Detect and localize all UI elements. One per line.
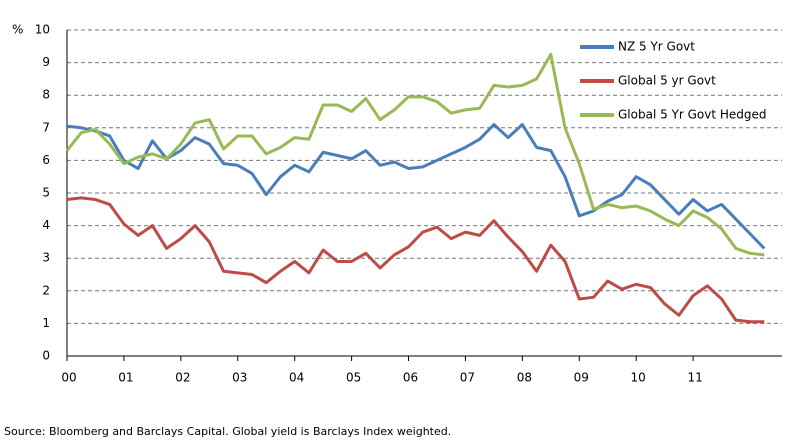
y-tick-label: 6: [42, 153, 50, 167]
legend-label: NZ 5 Yr Govt: [618, 40, 695, 54]
y-tick-label: 1: [42, 316, 50, 330]
x-tick-label: 04: [289, 371, 304, 385]
series-line: [66, 123, 766, 250]
y-tick-label: 3: [42, 251, 50, 265]
x-tick-label: 02: [175, 371, 190, 385]
y-tick-label: 7: [42, 120, 50, 134]
x-tick-label: 08: [517, 371, 532, 385]
y-tick-label: 9: [42, 55, 50, 69]
x-tick-label: 11: [687, 371, 702, 385]
x-tick-label: 09: [574, 371, 589, 385]
y-tick-label: 8: [42, 88, 50, 102]
x-tick-label: 05: [346, 371, 361, 385]
x-tick-label: 07: [460, 371, 475, 385]
x-tick-label: 00: [61, 371, 76, 385]
source-note: Source: Bloomberg and Barclays Capital. …: [4, 425, 451, 438]
series-line: [66, 196, 765, 324]
legend-label: Global 5 yr Govt: [618, 74, 716, 88]
x-tick-label: 10: [631, 371, 646, 385]
x-tick-label: 06: [403, 371, 418, 385]
legend-label: Global 5 Yr Govt Hedged: [618, 108, 767, 122]
y-tick-label: 0: [42, 349, 50, 363]
x-tick-label: 01: [118, 371, 133, 385]
y-tick-label: 5: [42, 186, 50, 200]
y-tick-label: 2: [42, 283, 50, 297]
y-axis-label: %: [12, 23, 23, 37]
y-tick-label: 4: [42, 218, 50, 232]
x-tick-label: 03: [232, 371, 247, 385]
series-line: [65, 52, 765, 257]
y-tick-label: 10: [35, 23, 50, 37]
